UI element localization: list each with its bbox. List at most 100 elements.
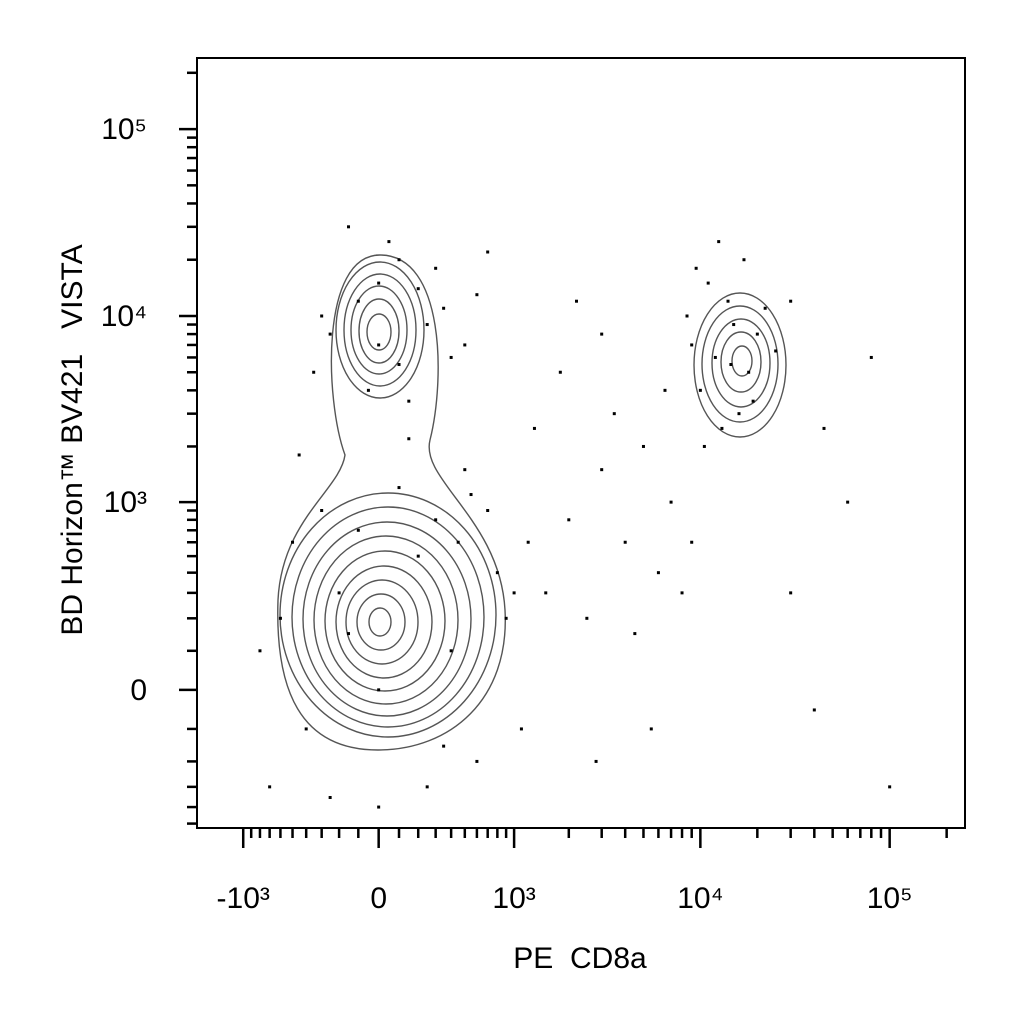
event-dot bbox=[649, 727, 653, 731]
event-dot bbox=[685, 314, 689, 318]
event-dot bbox=[407, 399, 411, 403]
event-dot bbox=[519, 727, 523, 731]
event-dot bbox=[463, 468, 467, 472]
event-dot bbox=[846, 500, 850, 504]
event-dot bbox=[337, 591, 341, 595]
event-dot bbox=[512, 591, 516, 595]
event-dot bbox=[720, 426, 724, 430]
event-dot bbox=[425, 323, 429, 327]
event-dot bbox=[425, 785, 429, 789]
event-dot bbox=[737, 412, 741, 416]
event-dot bbox=[680, 591, 684, 595]
event-dot bbox=[356, 299, 360, 303]
event-dot bbox=[278, 616, 282, 620]
event-dot bbox=[312, 370, 316, 374]
event-dot bbox=[486, 250, 490, 254]
event-dot bbox=[575, 299, 579, 303]
event-dot bbox=[600, 468, 604, 472]
event-dot bbox=[297, 453, 301, 457]
event-dot bbox=[268, 785, 272, 789]
event-dot bbox=[258, 649, 262, 653]
event-dot bbox=[291, 540, 295, 544]
event-dot bbox=[544, 591, 548, 595]
event-dot bbox=[347, 225, 351, 229]
event-dot bbox=[732, 323, 736, 327]
event-dot bbox=[690, 343, 694, 347]
event-dot bbox=[600, 332, 604, 336]
x-tick-label: -10³ bbox=[217, 882, 270, 915]
event-dot bbox=[789, 591, 793, 595]
event-dot bbox=[397, 258, 401, 262]
y-tick-label: 10⁴ bbox=[101, 300, 147, 333]
event-dot bbox=[356, 528, 360, 532]
x-tick-label: 10³ bbox=[492, 882, 535, 915]
event-dot bbox=[526, 540, 530, 544]
event-dot bbox=[869, 355, 873, 359]
event-dot bbox=[504, 616, 508, 620]
y-tick-label: 10³ bbox=[104, 486, 147, 519]
event-dot bbox=[594, 759, 598, 763]
event-dot bbox=[442, 306, 446, 310]
event-dot bbox=[320, 509, 324, 513]
x-tick-label: 10⁴ bbox=[677, 882, 723, 915]
event-dot bbox=[347, 632, 351, 636]
y-tick-label: 0 bbox=[130, 674, 147, 707]
event-dot bbox=[366, 388, 370, 392]
event-dot bbox=[463, 343, 467, 347]
y-axis-label: BD Horizon™ BV421 VISTA bbox=[56, 244, 89, 635]
event-dot bbox=[434, 518, 438, 522]
event-dot bbox=[449, 355, 453, 359]
event-dot bbox=[888, 785, 892, 789]
event-dot bbox=[407, 437, 411, 441]
event-dot bbox=[567, 518, 571, 522]
event-dot bbox=[328, 332, 332, 336]
y-tick-label: 10⁵ bbox=[101, 113, 147, 146]
event-dot bbox=[789, 299, 793, 303]
plot-frame bbox=[196, 57, 966, 829]
event-dot bbox=[456, 540, 460, 544]
event-dot bbox=[377, 805, 381, 809]
event-dot bbox=[495, 571, 499, 575]
event-dot bbox=[755, 332, 759, 336]
density-contours bbox=[277, 254, 787, 751]
event-dot bbox=[726, 299, 730, 303]
event-dot bbox=[713, 355, 717, 359]
event-dot bbox=[633, 632, 637, 636]
event-dot bbox=[729, 363, 733, 367]
x-axis-label: PE CD8a bbox=[513, 942, 647, 975]
event-dot bbox=[304, 727, 308, 731]
event-dot bbox=[328, 796, 332, 800]
event-dot bbox=[763, 306, 767, 310]
event-dot bbox=[449, 649, 453, 653]
event-dot bbox=[397, 486, 401, 490]
event-dot bbox=[612, 412, 616, 416]
event-dot bbox=[663, 388, 667, 392]
event-dot bbox=[377, 281, 381, 285]
event-dot bbox=[706, 281, 710, 285]
event-dot bbox=[397, 363, 401, 367]
event-dot bbox=[690, 540, 694, 544]
event-dot bbox=[377, 343, 381, 347]
event-dot bbox=[702, 444, 706, 448]
x-tick-label: 0 bbox=[370, 882, 387, 915]
event-dot bbox=[641, 444, 645, 448]
event-dot bbox=[486, 509, 490, 513]
event-dot bbox=[434, 266, 438, 270]
event-dot bbox=[387, 240, 391, 244]
event-dot bbox=[469, 493, 473, 497]
event-dot bbox=[442, 744, 446, 748]
event-dot bbox=[751, 399, 755, 403]
event-dot bbox=[475, 293, 479, 297]
event-dot bbox=[416, 287, 420, 291]
event-dot bbox=[694, 266, 698, 270]
event-dot bbox=[698, 388, 702, 392]
event-dot bbox=[377, 688, 381, 692]
event-dot bbox=[656, 571, 660, 575]
event-dot bbox=[812, 708, 816, 712]
event-dot bbox=[623, 540, 627, 544]
event-dot bbox=[585, 616, 589, 620]
event-dot bbox=[742, 258, 746, 262]
event-dot bbox=[669, 500, 673, 504]
